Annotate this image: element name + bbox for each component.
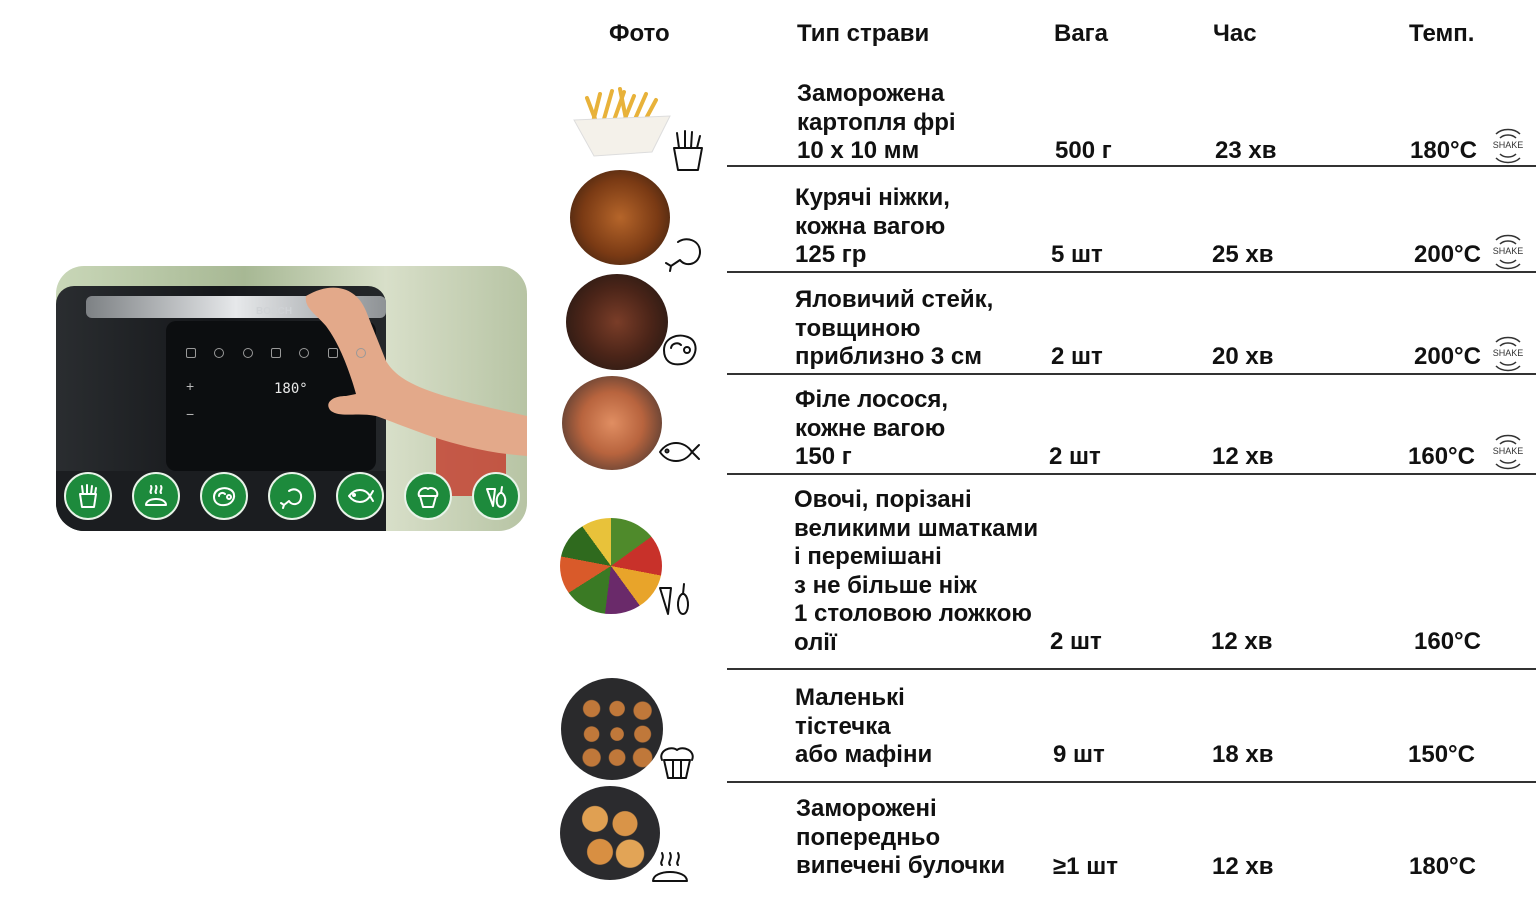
- shake-icon: SHAKE: [1493, 234, 1524, 270]
- program-button-bread[interactable]: [132, 472, 180, 520]
- dish-temp: 150°C: [1408, 741, 1475, 768]
- fries-icon: [673, 130, 703, 171]
- dish-photo-steak: [566, 274, 668, 370]
- svg-text:SHAKE: SHAKE: [1493, 140, 1524, 150]
- minus-button[interactable]: −: [186, 406, 195, 422]
- svg-text:SHAKE: SHAKE: [1493, 348, 1524, 358]
- dish-weight: 2 шт: [1050, 628, 1102, 655]
- row-separator: [727, 781, 1536, 783]
- svg-text:SHAKE: SHAKE: [1493, 246, 1524, 256]
- program-dot-icon: [327, 348, 338, 358]
- vegetables-icon: [659, 583, 689, 615]
- program-dot-icon: [186, 348, 196, 358]
- fries-icon: [79, 484, 97, 508]
- header-weight: Вага: [1054, 20, 1109, 47]
- bread-icon: [652, 852, 688, 882]
- temperature-display: 180°: [274, 381, 308, 397]
- row-separator: [727, 473, 1536, 475]
- shake-icon: SHAKE: [1493, 434, 1524, 470]
- dish-time: 18 хв: [1212, 741, 1274, 768]
- svg-text:SHAKE: SHAKE: [1493, 446, 1524, 456]
- program-dot-icon: [242, 348, 253, 358]
- program-button-muffin[interactable]: [404, 472, 452, 520]
- dish-temp: 200°C: [1414, 241, 1481, 268]
- air-fryer-photo: BOSCH 180° + −: [56, 266, 527, 531]
- program-dot-icon: [355, 348, 366, 358]
- dish-name: Маленькі тістечка або мафіни: [795, 684, 933, 768]
- row-separator: [727, 271, 1536, 273]
- drumstick-icon: [280, 488, 303, 509]
- dish-weight: 2 шт: [1051, 343, 1103, 370]
- program-dot-icon: [270, 348, 281, 358]
- dish-time: 12 хв: [1212, 443, 1274, 470]
- fish-icon: [659, 442, 700, 462]
- dish-name: Філе лосося, кожне вагою 150 г: [795, 386, 949, 470]
- brand-label: BOSCH: [256, 306, 293, 317]
- dish-photo-muffins: [561, 678, 663, 780]
- dish-temp: 160°C: [1414, 628, 1481, 655]
- dish-weight: 5 шт: [1051, 241, 1103, 268]
- dish-name: Овочі, порізані великими шматками і пере…: [794, 486, 1039, 656]
- dish-photo-chicken: [570, 170, 670, 265]
- dish-temp: 180°C: [1410, 137, 1477, 164]
- drumstick-icon: [665, 238, 701, 272]
- dish-temp: 200°C: [1414, 343, 1481, 370]
- dish-name: Яловичий стейк, товщиною приблизно 3 см: [795, 286, 994, 370]
- muffin-icon: [417, 486, 439, 508]
- fish-icon: [348, 489, 374, 503]
- program-dot-icon: [299, 348, 310, 358]
- dish-photo-buns: [560, 786, 660, 880]
- dish-time: 20 хв: [1212, 343, 1274, 370]
- dish-weight: 2 шт: [1049, 443, 1101, 470]
- bread-icon: [145, 485, 167, 506]
- row-separator: [727, 373, 1536, 375]
- steak-icon: [213, 487, 236, 507]
- row-separator: [727, 668, 1536, 670]
- dish-weight: 9 шт: [1053, 741, 1105, 768]
- dish-weight: ≥1 шт: [1053, 853, 1118, 880]
- steak-icon: [663, 334, 697, 366]
- header-photo: Фото: [609, 20, 670, 47]
- dish-temp: 180°C: [1409, 853, 1476, 880]
- dish-name: Заморожені попередньо випечені булочки: [796, 795, 1006, 879]
- header-temp: Темп.: [1409, 20, 1475, 47]
- muffin-icon: [660, 747, 694, 779]
- row-separator: [727, 165, 1536, 167]
- vegetables-icon: [486, 486, 507, 508]
- plus-button[interactable]: +: [186, 378, 195, 394]
- dish-photo-fries: [572, 86, 672, 158]
- program-icons-row: [186, 348, 366, 360]
- dish-time: 12 хв: [1211, 628, 1273, 655]
- program-button-drumstick[interactable]: [268, 472, 316, 520]
- program-dot-icon: [214, 348, 225, 358]
- dish-name: Курячі ніжки, кожна вагою 125 гр: [795, 184, 950, 268]
- program-buttons-row: [64, 472, 520, 520]
- header-dish-type: Тип страви: [797, 20, 930, 47]
- dish-time: 12 хв: [1212, 853, 1274, 880]
- program-button-fish[interactable]: [336, 472, 384, 520]
- program-button-fries[interactable]: [64, 472, 112, 520]
- shake-icon: SHAKE: [1493, 128, 1524, 164]
- program-button-steak[interactable]: [200, 472, 248, 520]
- dish-photo-vegetables: [560, 518, 662, 614]
- program-button-vegetables[interactable]: [472, 472, 520, 520]
- shake-icon: SHAKE: [1493, 336, 1524, 372]
- header-time: Час: [1213, 20, 1257, 47]
- dish-photo-salmon: [562, 376, 662, 470]
- air-fryer-illustration: [56, 286, 527, 531]
- dish-time: 23 хв: [1215, 137, 1277, 164]
- dish-weight: 500 г: [1055, 137, 1112, 164]
- dish-temp: 160°C: [1408, 443, 1475, 470]
- dish-name: Заморожена картопля фрі 10 х 10 мм: [797, 80, 956, 164]
- dish-time: 25 хв: [1212, 241, 1274, 268]
